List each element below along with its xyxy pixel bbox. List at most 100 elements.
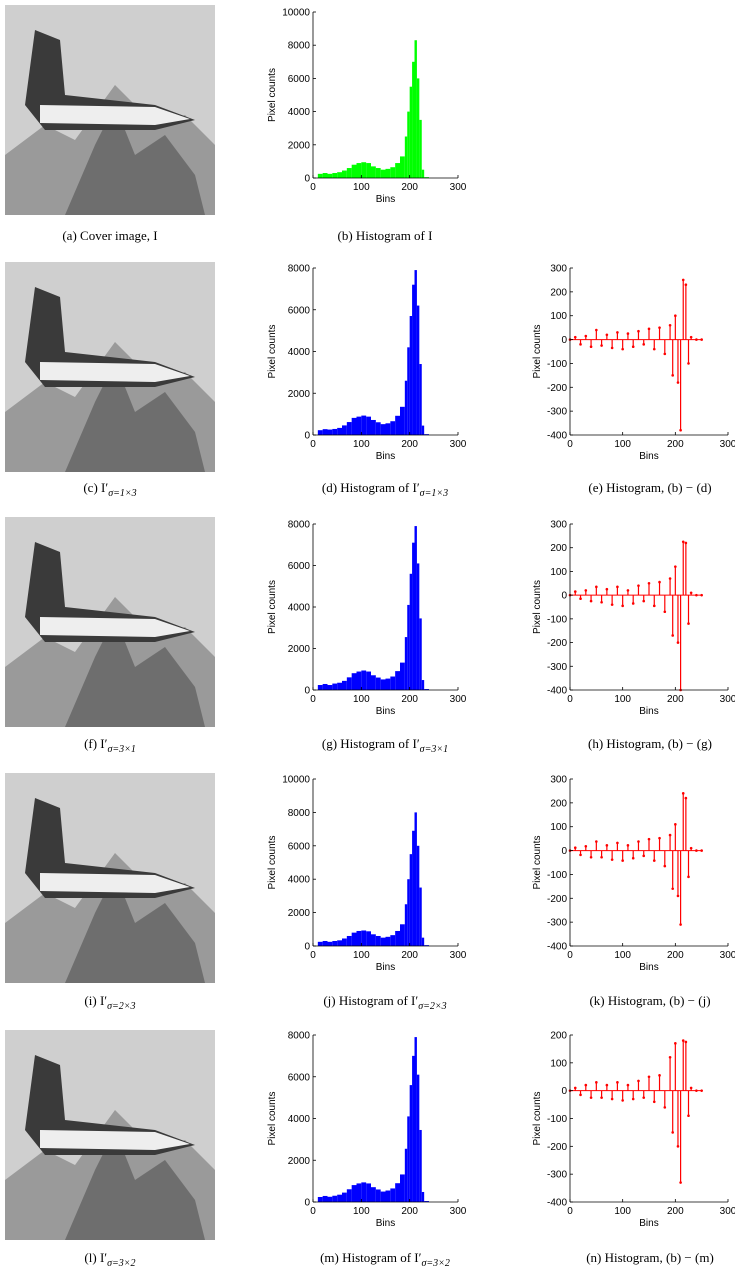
- stem-marker: [671, 887, 674, 891]
- y-tick-label: -400: [547, 1198, 567, 1209]
- caption-subscript: σ=2×3: [418, 1001, 446, 1012]
- histogram-bar: [337, 427, 342, 435]
- stem-marker: [658, 326, 661, 329]
- histogram-bar: [416, 563, 420, 690]
- x-tick-label: 300: [450, 1206, 467, 1217]
- histogram-bar: [380, 424, 386, 435]
- cover-image: [5, 1030, 215, 1240]
- histogram-bar: [371, 934, 376, 946]
- caption-subscript: σ=1×3: [108, 488, 136, 499]
- histogram-bar: [395, 1183, 400, 1202]
- y-axis-label: Pixel counts: [267, 325, 278, 379]
- caption-text: (l) I′: [84, 1250, 107, 1265]
- y-tick-label: 4000: [288, 107, 311, 118]
- stem-marker: [668, 323, 672, 327]
- stem-marker: [584, 334, 588, 338]
- x-tick-label: 0: [310, 439, 316, 450]
- y-tick-label: -100: [547, 614, 567, 625]
- stem-marker: [681, 278, 685, 282]
- y-tick-label: -200: [547, 638, 567, 649]
- y-tick-label: 4000: [288, 603, 311, 614]
- histogram-chart: 0 2000 4000 6000 8000 0 100 200 300 Bins Pixel cou…: [267, 520, 467, 718]
- histogram-chart: 0 2000 4000 6000 8000 0 100 200 300 Bins Pixel cou…: [267, 264, 467, 463]
- caption: (n) Histogram, (b) − (m): [586, 1250, 714, 1265]
- stem-marker: [579, 343, 582, 346]
- plot-area: [570, 779, 728, 946]
- histogram-bar: [356, 163, 362, 178]
- histogram-bar: [371, 675, 376, 690]
- histogram-bar: [366, 671, 371, 690]
- histogram-bar: [407, 879, 410, 946]
- stem-marker: [663, 1106, 667, 1109]
- stem-marker: [671, 634, 674, 637]
- stem-marker: [626, 589, 630, 592]
- histogram-bar: [412, 284, 415, 435]
- stem-marker: [687, 622, 690, 625]
- image-plane: [25, 798, 195, 898]
- x-tick-label: 100: [614, 694, 631, 705]
- caption-subscript: σ=3×1: [420, 744, 448, 755]
- stem-marker: [684, 283, 688, 287]
- y-axis-label: Pixel counts: [532, 580, 543, 634]
- histogram-bar: [419, 887, 422, 946]
- stem-marker: [610, 1097, 614, 1101]
- caption-subscript: σ=3×1: [107, 744, 135, 755]
- caption: (b) Histogram of I: [338, 228, 433, 243]
- histogram-bar: [322, 940, 328, 946]
- stem-marker: [681, 792, 685, 795]
- stem-marker: [647, 1075, 651, 1079]
- histogram-bar: [414, 526, 417, 690]
- y-tick-label: 8000: [288, 41, 311, 52]
- histogram-bar: [371, 166, 376, 178]
- histogram-bar: [375, 1189, 381, 1202]
- y-tick-label: 200: [550, 543, 567, 554]
- histogram-bar: [395, 163, 400, 178]
- stem-marker: [689, 591, 693, 595]
- image-mountain-shade: [65, 873, 205, 983]
- y-axis-label: Pixel counts: [267, 68, 278, 122]
- stem-marker: [674, 565, 677, 568]
- plot-area: [570, 524, 728, 690]
- histogram-bar: [317, 1196, 323, 1202]
- stem-marker: [631, 856, 635, 860]
- caption-subscript: σ=3×2: [107, 1258, 135, 1269]
- y-tick-label: 10000: [282, 8, 310, 19]
- histogram-bar: [412, 1055, 415, 1202]
- histogram-bar: [322, 1195, 328, 1202]
- x-tick-label: 300: [720, 439, 735, 450]
- stem-marker: [631, 1097, 635, 1101]
- stem-marker: [600, 1096, 603, 1099]
- y-tick-label: -100: [547, 870, 567, 881]
- stem-marker: [610, 858, 614, 861]
- y-axis-label: Pixel counts: [532, 325, 543, 379]
- stem-marker: [589, 599, 593, 603]
- y-tick-label: -400: [547, 942, 567, 953]
- histogram-chart: 0 2000 4000 6000 8000 10000 0 100 200 300 Bins Pixe…: [267, 8, 467, 206]
- histogram-bar: [342, 170, 347, 178]
- y-tick-label: 300: [550, 520, 567, 531]
- histogram-bar: [404, 1148, 408, 1202]
- y-tick-label: -300: [547, 407, 567, 418]
- y-tick-label: 8000: [288, 808, 311, 819]
- histogram-bar: [424, 689, 429, 690]
- x-axis-label: Bins: [639, 962, 658, 973]
- histogram-bar: [356, 416, 362, 435]
- histogram-bar: [327, 941, 333, 946]
- stem-marker: [573, 1086, 577, 1090]
- x-tick-label: 300: [720, 1206, 735, 1217]
- histogram-bar: [332, 683, 338, 690]
- image-mountain-shade: [65, 105, 205, 215]
- histogram-chart: 0 2000 4000 6000 8000 0 100 200 300 Bins Pixel cou…: [267, 1031, 467, 1230]
- stem-marker: [589, 345, 593, 349]
- histogram-bar: [407, 604, 410, 690]
- y-tick-label: 10000: [282, 775, 310, 786]
- histogram-bar: [351, 417, 357, 435]
- stem-marker: [676, 894, 680, 898]
- caption-text: (f) I′: [84, 736, 108, 751]
- histogram-bar: [385, 936, 391, 946]
- stem-marker: [573, 590, 577, 593]
- histogram-bar: [395, 930, 400, 946]
- stem-marker: [684, 1040, 688, 1044]
- x-tick-label: 200: [667, 1206, 684, 1217]
